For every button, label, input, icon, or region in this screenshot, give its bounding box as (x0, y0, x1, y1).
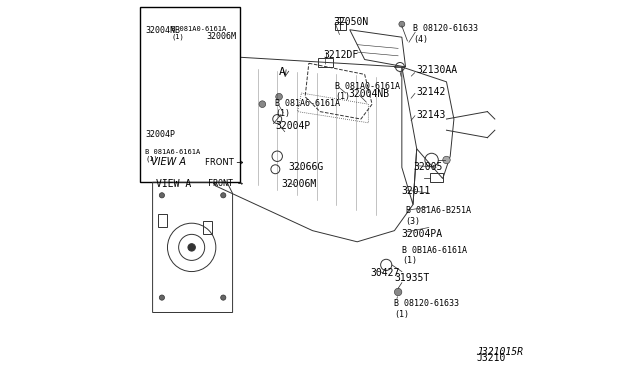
Text: 32006M: 32006M (207, 32, 237, 41)
Text: 32004NB: 32004NB (348, 89, 389, 99)
Text: B 08120-61633
(4): B 08120-61633 (4) (413, 24, 478, 44)
Text: 32050N: 32050N (333, 17, 368, 27)
Text: B 08120-61633
(1): B 08120-61633 (1) (394, 299, 460, 319)
Text: B 081A0-6161A
(1): B 081A0-6161A (1) (172, 26, 227, 39)
Text: B 081A6-6161A
(1): B 081A6-6161A (1) (145, 149, 200, 162)
Text: 32004PA: 32004PA (402, 229, 443, 239)
Text: 32011: 32011 (402, 186, 431, 196)
Bar (318, 58, 333, 67)
Text: 3212DF: 3212DF (324, 50, 359, 60)
Text: B 081A6-6161A
(1): B 081A6-6161A (1) (275, 99, 340, 118)
Text: J321015R: J321015R (476, 353, 524, 363)
Text: 32004P: 32004P (275, 121, 310, 131)
Text: B 081A6-B251A
(3): B 081A6-B251A (3) (406, 206, 470, 226)
Text: B 081A0-6161A
(1): B 081A0-6161A (1) (335, 82, 400, 101)
Circle shape (159, 193, 164, 198)
Text: VIEW A: VIEW A (156, 179, 191, 189)
Text: FRONT →: FRONT → (205, 158, 243, 167)
Text: 32004NB: 32004NB (145, 26, 180, 35)
Text: 32066G: 32066G (289, 162, 324, 172)
Circle shape (221, 193, 226, 198)
Circle shape (276, 93, 282, 100)
Bar (429, 173, 443, 182)
Circle shape (188, 244, 195, 251)
Bar (140, 7, 240, 182)
Bar (335, 22, 346, 30)
Bar (203, 221, 212, 234)
Circle shape (394, 288, 402, 296)
Circle shape (159, 295, 164, 300)
Circle shape (399, 21, 405, 27)
Text: 32143: 32143 (417, 110, 446, 120)
Text: 30427: 30427 (370, 268, 399, 278)
Text: 32006M: 32006M (281, 179, 316, 189)
Text: VIEW A: VIEW A (151, 157, 186, 167)
Text: 32130AA: 32130AA (417, 65, 458, 75)
Text: A: A (279, 67, 286, 77)
Bar (158, 214, 168, 227)
Text: J321015R: J321015R (476, 347, 524, 357)
Text: 31935T: 31935T (394, 273, 429, 283)
Text: 32004P: 32004P (145, 130, 175, 139)
Text: 32142: 32142 (417, 87, 446, 97)
Circle shape (259, 101, 266, 108)
Circle shape (221, 295, 226, 300)
Circle shape (443, 156, 450, 164)
Text: FRONT →: FRONT → (209, 179, 243, 187)
Text: B 0B1A6-6161A
(1): B 0B1A6-6161A (1) (402, 246, 467, 265)
Text: 32005: 32005 (413, 162, 442, 172)
